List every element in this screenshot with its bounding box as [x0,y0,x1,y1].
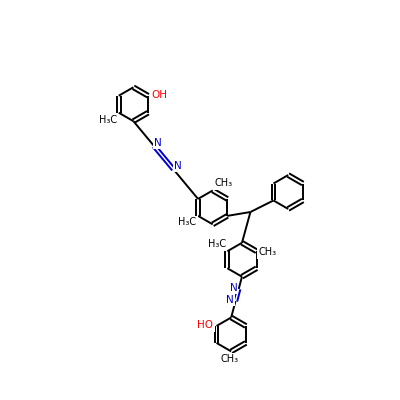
Text: H₃C: H₃C [178,218,196,227]
Text: N: N [154,138,162,148]
Text: OH: OH [151,90,167,100]
Text: N: N [226,295,234,305]
Text: N: N [230,282,237,292]
Text: N: N [174,161,182,171]
Text: CH₃: CH₃ [220,354,239,364]
Text: H₃C: H₃C [99,115,117,125]
Text: CH₃: CH₃ [259,247,277,257]
Text: H₃C: H₃C [208,239,226,249]
Text: CH₃: CH₃ [214,178,232,188]
Text: HO: HO [198,320,214,330]
